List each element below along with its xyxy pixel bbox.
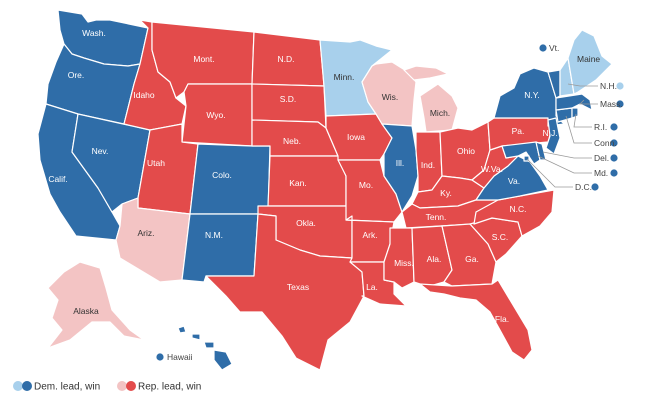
legend-label-0: Dem. lead, win xyxy=(34,382,100,393)
state-label-pa: Pa. xyxy=(512,126,525,136)
state-label-wv: W.Va. xyxy=(481,164,503,174)
state-mo[interactable] xyxy=(337,159,403,223)
state-label-ky: Ky. xyxy=(440,188,452,198)
callout-label-me: Maine xyxy=(577,54,600,64)
callout-dot-hi[interactable] xyxy=(156,353,164,361)
state-mi[interactable] xyxy=(403,65,459,133)
callout-dot-ma[interactable] xyxy=(616,100,624,108)
state-label-al: Ala. xyxy=(427,254,442,264)
state-fl[interactable] xyxy=(419,279,533,361)
callout-label-md: Md. xyxy=(594,168,608,178)
callout-dot-ri[interactable] xyxy=(610,123,618,131)
legend-swatch-rep-lead xyxy=(117,381,127,391)
state-label-co: Colo. xyxy=(212,170,232,180)
state-label-tx: Texas xyxy=(287,282,309,292)
legend-label-1: Rep. lead, win xyxy=(138,382,201,393)
callout-dot-vt[interactable] xyxy=(539,44,547,52)
callout-label-vt: Vt. xyxy=(549,43,559,53)
state-label-ut: Utah xyxy=(147,158,165,168)
callout-dot-dc[interactable] xyxy=(591,183,599,191)
state-label-ga: Ga. xyxy=(465,254,479,264)
labels-layer: Wash. Ore. Calif. Nev. Idaho Mont. Wyo. Utah Ari… xyxy=(48,28,557,324)
state-label-nm: N.M. xyxy=(205,230,223,240)
state-ak[interactable] xyxy=(47,261,145,349)
state-ks[interactable] xyxy=(267,155,347,207)
state-label-nd: N.D. xyxy=(278,54,295,64)
state-label-ia: Iowa xyxy=(347,132,365,142)
callout-leader-de xyxy=(542,151,592,159)
state-label-ny: N.Y. xyxy=(524,90,539,100)
state-label-ok: Okla. xyxy=(296,218,316,228)
legend-swatch-rep-win xyxy=(126,381,136,391)
callout-dot-nh[interactable] xyxy=(616,82,624,90)
state-label-la: La. xyxy=(366,282,378,292)
state-ma[interactable] xyxy=(555,93,593,111)
callout-leader-ma xyxy=(579,99,598,105)
state-label-wy: Wyo. xyxy=(206,110,225,120)
state-label-ks: Kan. xyxy=(289,178,307,188)
legend-swatch-dem-win xyxy=(22,381,32,391)
callout-label-nh: N.H. xyxy=(600,81,617,91)
callout-label-hi: Hawaii xyxy=(167,352,193,362)
callout-leader-nh xyxy=(567,83,598,87)
state-label-in: Ind. xyxy=(421,160,435,170)
state-label-oh: Ohio xyxy=(457,146,475,156)
state-nm[interactable] xyxy=(181,213,259,283)
state-hi[interactable] xyxy=(177,325,233,371)
state-label-mo: Mo. xyxy=(359,180,373,190)
callout-dot-md[interactable] xyxy=(610,169,618,177)
state-tx[interactable] xyxy=(205,213,365,371)
states-layer xyxy=(37,9,613,371)
state-label-tn: Tenn. xyxy=(426,212,447,222)
state-label-il: Ill. xyxy=(396,158,405,168)
callout-leader-ri xyxy=(573,113,592,128)
state-label-sc: S.C. xyxy=(492,232,509,242)
callout-label-de: Del. xyxy=(594,153,609,163)
state-me[interactable] xyxy=(567,29,613,95)
callout-dot-de[interactable] xyxy=(610,154,618,162)
state-label-nv: Nev. xyxy=(92,146,109,156)
state-label-sd: S.D. xyxy=(280,94,297,104)
state-label-mn: Minn. xyxy=(334,72,355,82)
state-label-wa: Wash. xyxy=(82,28,106,38)
state-label-id: Idaho xyxy=(133,90,155,100)
state-label-ar: Ark. xyxy=(362,230,377,240)
callout-dot-ct[interactable] xyxy=(610,139,618,147)
state-label-ca: Calif. xyxy=(48,174,67,184)
state-label-nc: N.C. xyxy=(510,204,527,214)
legend: Dem. lead, win Rep. lead, win xyxy=(13,381,201,393)
callout-label-ri: R.I. xyxy=(594,122,607,132)
callout-label-dc: D.C. xyxy=(575,182,592,192)
state-label-nj: N.J. xyxy=(542,128,557,138)
state-ri[interactable] xyxy=(571,107,579,119)
state-label-az: Ariz. xyxy=(138,228,155,238)
state-label-mi: Mich. xyxy=(430,108,450,118)
callout-label-ct: Conn. xyxy=(594,138,617,148)
callouts-layer: Vt. Maine N.H. Mass. R.I. Conn. Del. Md.D.C. Haw… xyxy=(156,43,624,362)
state-label-mt: Mont. xyxy=(193,54,214,64)
state-label-ms: Miss. xyxy=(394,258,414,268)
state-label-va: Va. xyxy=(508,176,520,186)
callout-leader-md xyxy=(537,155,592,174)
legend-swatch-dem-lead xyxy=(13,381,23,391)
state-label-wi: Wis. xyxy=(382,92,399,102)
callout-leader-dc xyxy=(526,158,573,188)
state-label-ne: Neb. xyxy=(283,136,301,146)
state-label-or: Ore. xyxy=(68,70,85,80)
callout-label-ma: Mass. xyxy=(600,99,623,109)
state-label-fl: Fla. xyxy=(495,314,509,324)
state-label-ak: Alaska xyxy=(73,306,99,316)
callout-leader-ct xyxy=(565,115,592,144)
